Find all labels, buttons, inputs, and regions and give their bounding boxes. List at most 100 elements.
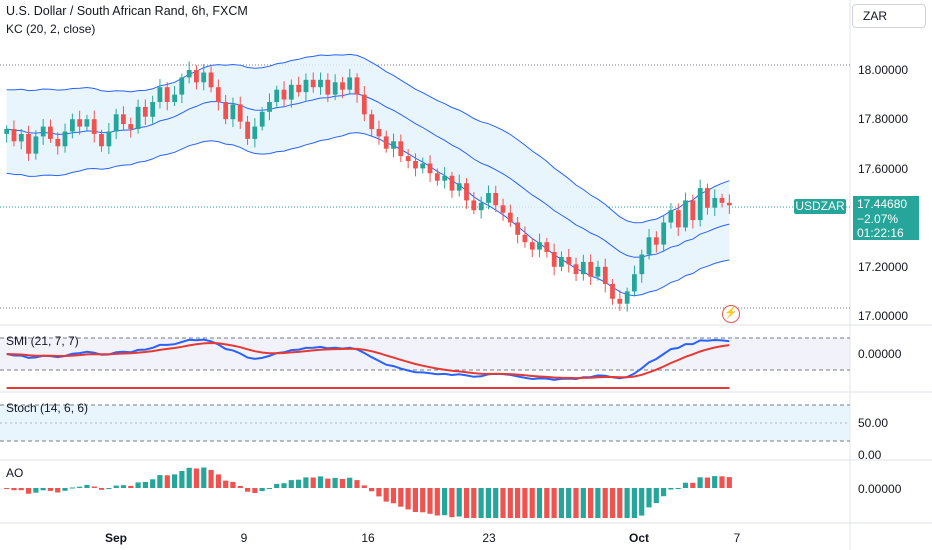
ao-bar	[478, 488, 484, 518]
candle-body	[354, 77, 360, 95]
ao-pane-label[interactable]: AO	[6, 466, 24, 480]
ao-bar	[142, 482, 148, 488]
candle-body	[259, 111, 265, 127]
ao-bar	[186, 467, 192, 488]
ao-bar	[376, 488, 382, 497]
time-axis-label: 7	[733, 531, 741, 545]
candle-body	[245, 121, 250, 139]
candle-body	[194, 70, 199, 83]
candle-body	[121, 114, 126, 125]
ao-bar	[150, 479, 156, 488]
candle-body	[303, 79, 309, 93]
candle-body	[77, 119, 83, 127]
ao-bar	[646, 488, 652, 508]
ao-bar	[390, 488, 397, 504]
candle-body	[493, 193, 499, 206]
candle-body	[55, 138, 61, 147]
ao-bar	[113, 485, 119, 488]
ao-bar	[274, 483, 280, 488]
candle-body	[690, 200, 696, 221]
kc-indicator-label[interactable]: KC (20, 2, close)	[6, 22, 96, 36]
candle-body	[33, 136, 39, 154]
candle-body	[500, 205, 506, 213]
ao-bar	[310, 477, 316, 488]
ao-bar	[661, 488, 667, 497]
candle-body	[223, 102, 229, 120]
price-axis-label: 17.00000	[858, 309, 909, 323]
smi-pane-label[interactable]: SMI (21, 7, 7)	[6, 334, 79, 348]
candle-body	[580, 261, 586, 275]
candle-body	[529, 242, 535, 250]
ao-bar	[631, 488, 637, 518]
candle-body	[653, 237, 659, 245]
candle-body	[434, 173, 440, 181]
candle-body	[26, 134, 31, 154]
candle-body	[478, 202, 484, 211]
candle-body	[135, 106, 141, 129]
candle-body	[340, 82, 345, 90]
ao-bar	[157, 475, 163, 488]
alert-bolt-icon[interactable]: ⚡	[722, 305, 740, 323]
time-axis-label: 9	[240, 531, 248, 545]
candle-body	[361, 94, 367, 115]
ao-bar	[427, 488, 433, 514]
candle-body	[405, 156, 411, 161]
ao-bar	[566, 488, 572, 518]
candle-body	[142, 106, 148, 117]
candle-body	[157, 87, 163, 102]
candle-body	[726, 202, 732, 206]
ao-bar	[84, 484, 90, 488]
candle-body	[274, 89, 280, 102]
candle-body	[18, 134, 24, 142]
ao-bar	[544, 488, 550, 518]
stoch-axis-label: 0.00	[858, 448, 882, 462]
ao-bar	[281, 483, 287, 488]
keltner-fill	[6, 54, 730, 296]
ao-bar	[412, 488, 418, 512]
ao-bar	[463, 488, 470, 518]
keltner-middle-band	[6, 93, 730, 258]
smi-signal-line	[6, 341, 730, 380]
ao-bar	[201, 467, 207, 488]
time-axis-label: 16	[361, 531, 375, 545]
time-axis-label: Sep	[104, 531, 128, 545]
symbol-tag: USDZAR	[794, 199, 846, 214]
ao-bar	[405, 488, 411, 510]
candle-body	[668, 210, 674, 223]
candle-body	[376, 129, 382, 137]
candle-body	[559, 257, 564, 267]
stoch-pane-label[interactable]: Stoch (14, 6, 6)	[6, 401, 89, 415]
ao-bar	[653, 488, 659, 504]
ao-bar	[471, 488, 477, 518]
ao-bar	[4, 488, 10, 489]
ao-bar	[522, 488, 528, 518]
candle-body	[464, 183, 469, 201]
ao-bar	[456, 488, 462, 517]
candle-body	[486, 193, 491, 203]
candle-body	[99, 134, 104, 147]
time-axis-label: 23	[482, 531, 496, 545]
candle-body	[62, 131, 68, 147]
candle-body	[318, 79, 323, 88]
candle-body	[595, 266, 601, 277]
ao-bar	[317, 476, 324, 488]
ao-bar	[135, 482, 141, 488]
candle-body	[573, 264, 579, 275]
price-axis-label: 18.00000	[858, 63, 909, 77]
ao-bar	[551, 488, 557, 518]
ao-bar	[288, 480, 294, 488]
currency-selector[interactable]: ZAR	[852, 4, 926, 28]
ao-bar	[515, 488, 521, 518]
price-axis-label: 17.20000	[858, 260, 909, 274]
ao-bar	[675, 488, 681, 489]
ao-bar	[719, 476, 725, 488]
candle-body	[391, 141, 396, 149]
candle-body	[712, 197, 718, 208]
candle-body	[91, 119, 97, 134]
ao-bar	[573, 488, 579, 518]
candle-body	[661, 222, 667, 245]
ao-bar	[558, 488, 564, 518]
candle-body	[369, 114, 375, 130]
candle-body	[705, 188, 710, 208]
